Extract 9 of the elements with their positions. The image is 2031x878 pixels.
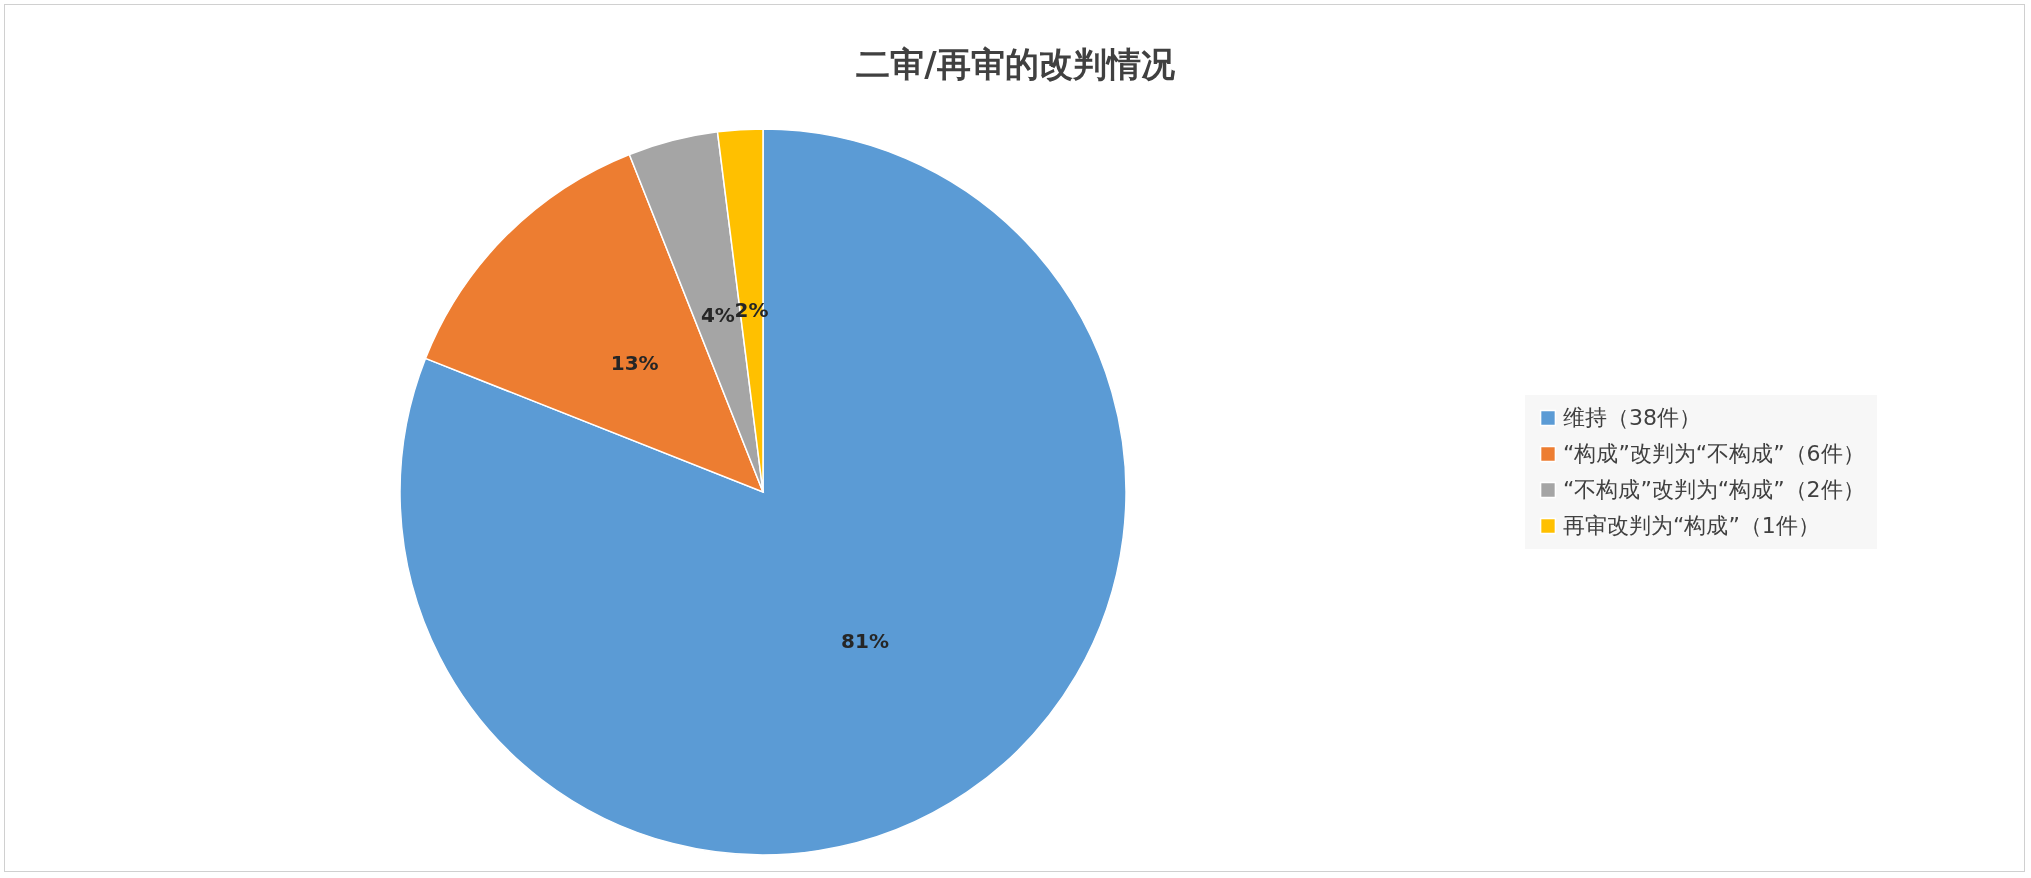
- legend-label: “不构成”改判为“构成”（2件）: [1563, 477, 1865, 502]
- data-label: 81%: [841, 629, 889, 654]
- legend-label: “构成”改判为“不构成”（6件）: [1563, 441, 1865, 466]
- legend-label: 维持（38件）: [1563, 405, 1701, 430]
- data-label: 13%: [610, 350, 659, 375]
- pie-slice: [399, 128, 1127, 856]
- data-label: 4%: [700, 303, 735, 328]
- legend-label: 再审改判为“构成”（1件）: [1563, 513, 1820, 538]
- chart-title: 二审/再审的改判情况: [856, 44, 1176, 84]
